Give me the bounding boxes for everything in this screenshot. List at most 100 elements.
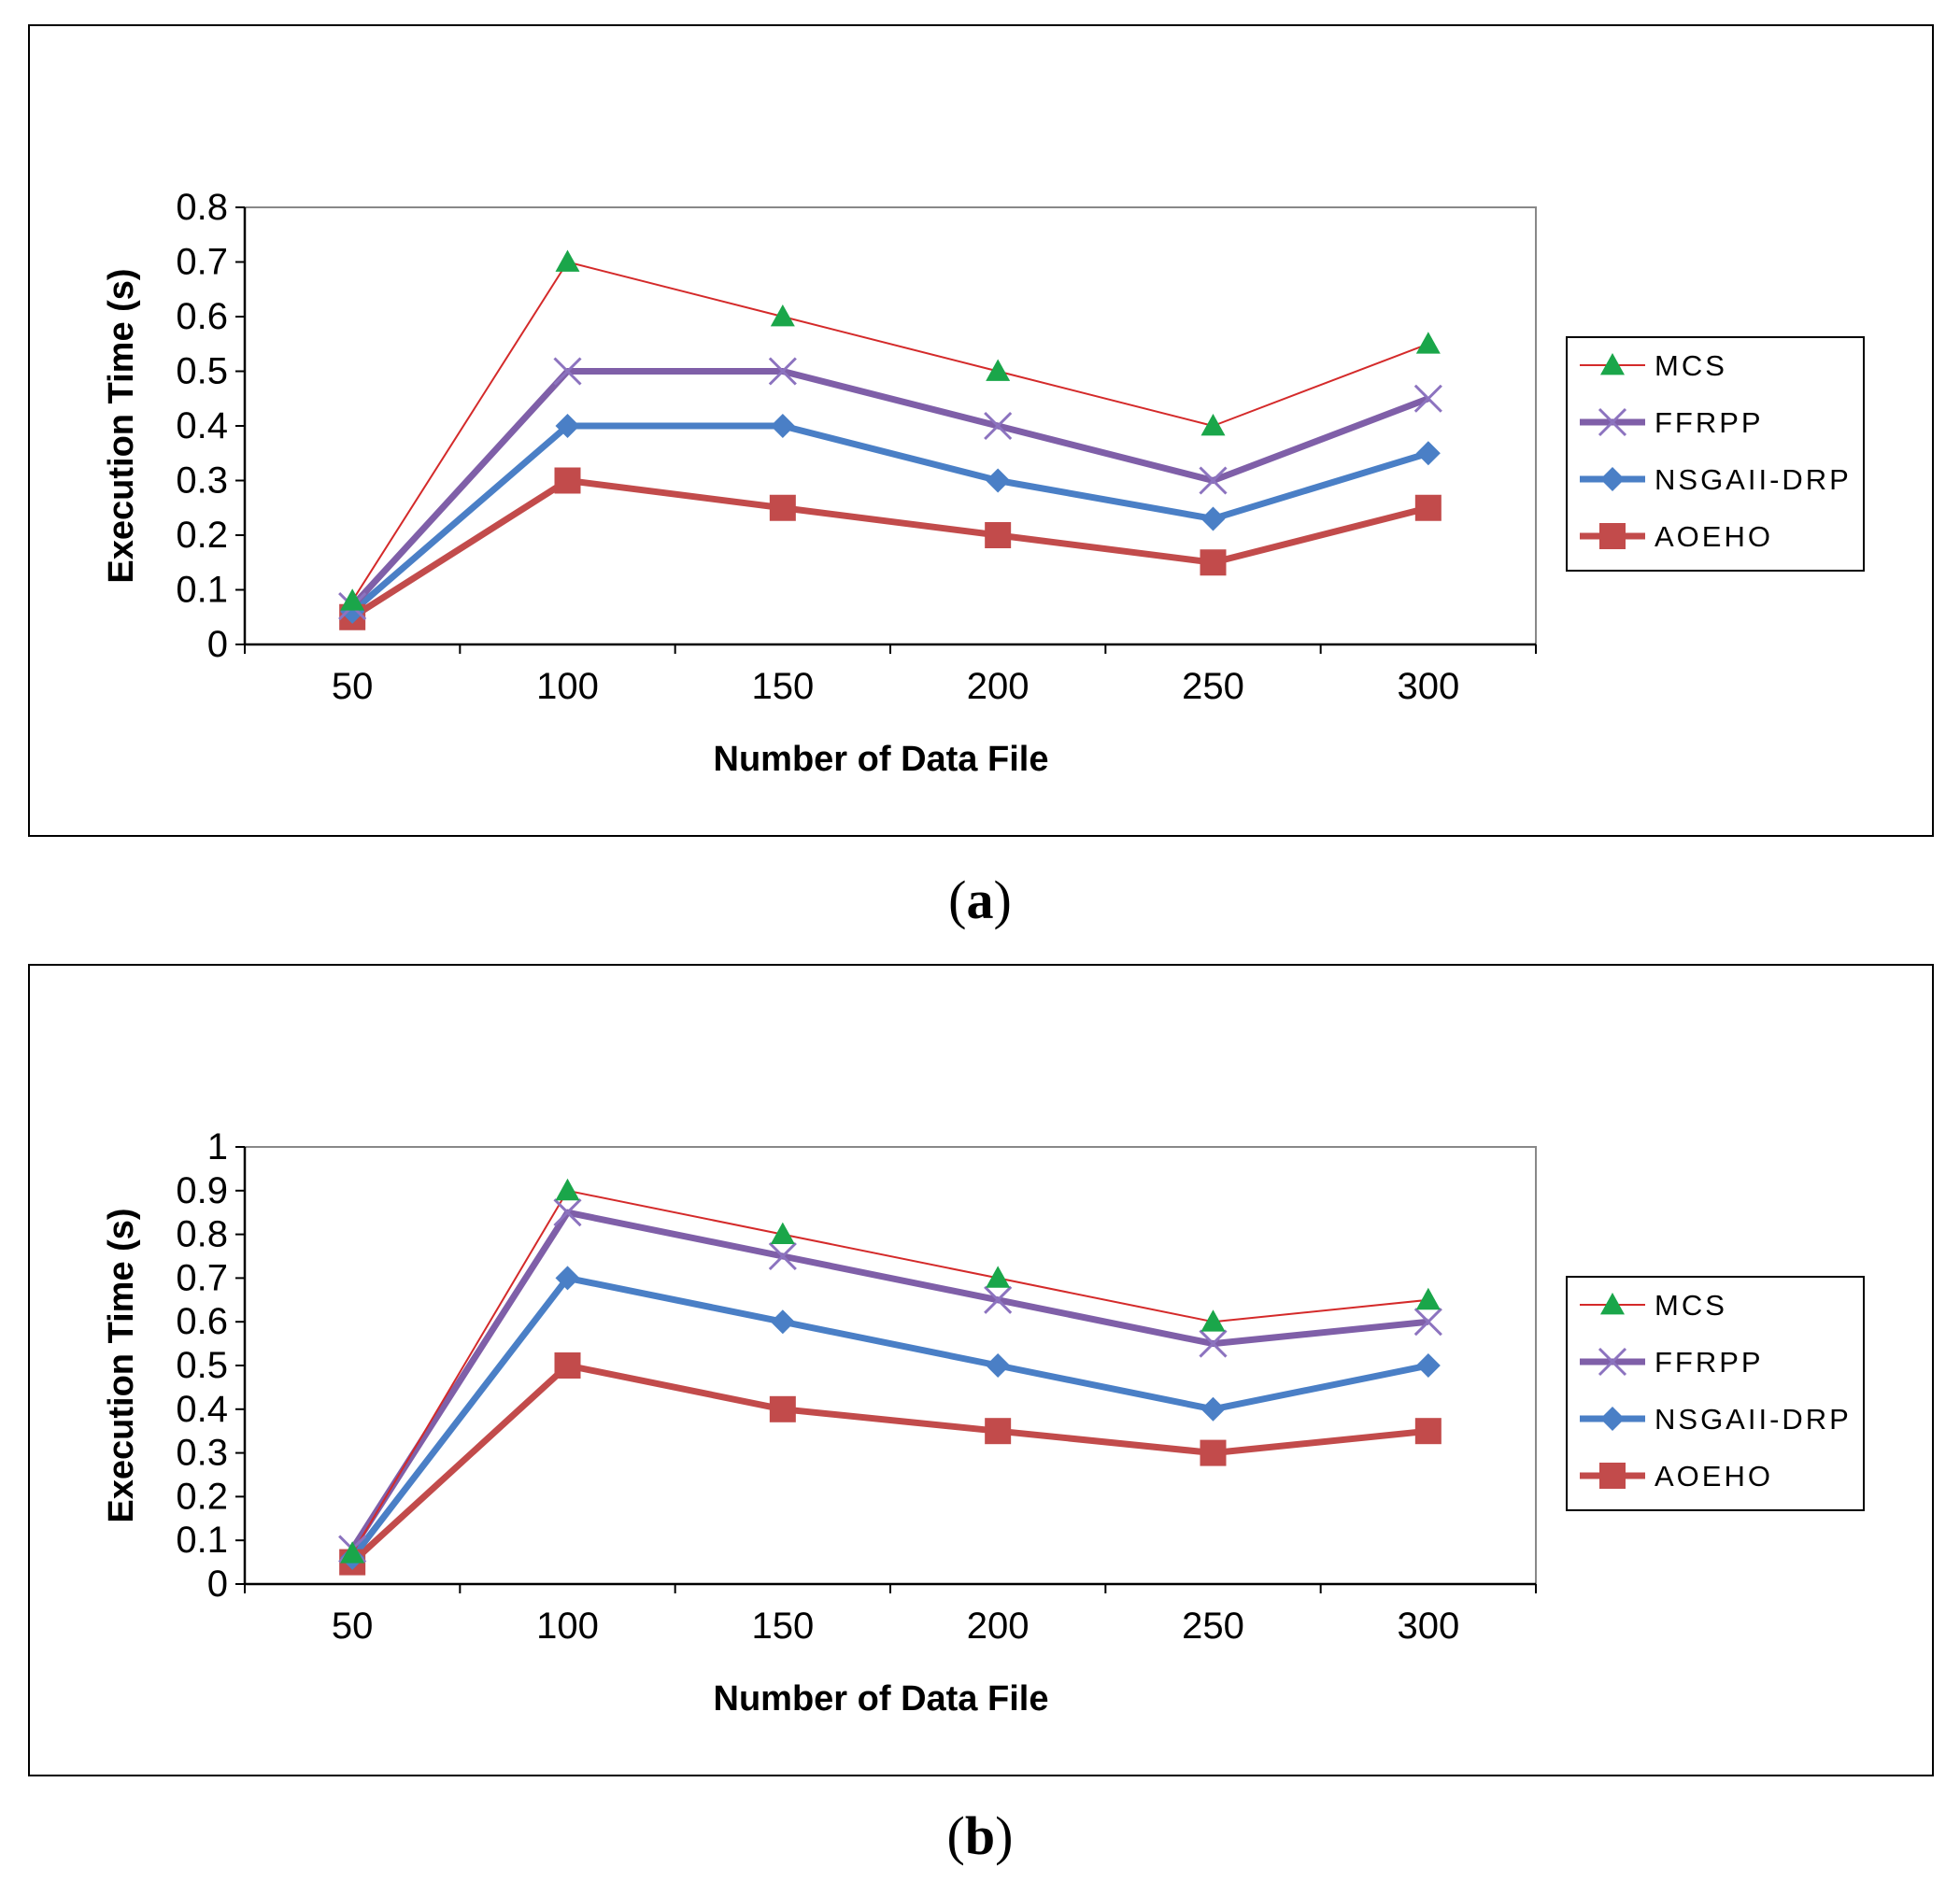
y-tick-label: 0.1	[176, 570, 228, 611]
line-aoeho	[349, 1362, 1429, 1565]
series-aoeho	[350, 477, 1429, 620]
point-ffrpp-100	[553, 1198, 582, 1227]
chart-panel-b: 0 0.1 0.2 0.3 0.4 0.5 0.6 0.7 0.8 0.9 1 50 100 150 200…	[28, 964, 1934, 1776]
point-aoeho-100	[554, 1352, 581, 1379]
legend-box	[1566, 336, 1865, 572]
point-aoeho-150	[769, 494, 796, 521]
y-tick-label: 0.3	[176, 460, 228, 502]
point-mcs-100	[555, 1178, 580, 1201]
series-aoeho	[349, 1362, 1429, 1565]
legend-label: NSGAII-DRP	[1655, 1403, 1852, 1436]
y-tick-label: 0.7	[176, 242, 228, 283]
point-nsgaii-drp-100	[555, 414, 580, 438]
legend: MCS FFRPP NSGAII-DRP AOEHO	[1566, 1276, 1865, 1511]
legend-swatch-marker	[1599, 1463, 1626, 1489]
legend-item-nsgaii-drp: NSGAII-DRP	[1580, 463, 1849, 496]
legend-item-mcs: MCS	[1580, 1289, 1725, 1322]
legend-label: MCS	[1655, 349, 1727, 382]
caption-b-label: b	[964, 1805, 996, 1866]
point-mcs-200	[986, 359, 1011, 381]
legend-swatch-marker	[1600, 353, 1625, 375]
legend-label: FFRPP	[1655, 1346, 1764, 1379]
point-nsgaii-drp-150	[770, 1309, 795, 1335]
series-ffrpp	[349, 368, 1430, 609]
legend: MCS FFRPP NSGAII-DRP AOEHO	[1566, 336, 1865, 572]
point-mcs-200	[986, 1266, 1011, 1288]
legend-item-ffrpp: FFRPP	[1580, 406, 1764, 439]
caption-a: (a)	[948, 870, 1012, 930]
x-tick-label: 100	[536, 666, 599, 707]
point-aoeho-250	[1200, 549, 1227, 576]
y-tick-label: 0	[207, 624, 228, 665]
legend-item-mcs: MCS	[1580, 349, 1727, 382]
line-nsgaii-drp	[349, 422, 1429, 615]
legend-swatch-marker	[1598, 407, 1627, 437]
y-axis-title: Execution Time (s)	[102, 268, 141, 583]
point-aoeho-200	[985, 522, 1012, 548]
point-aoeho-300	[1414, 1418, 1442, 1445]
legend-swatch-marker	[1600, 1407, 1625, 1431]
y-tick-label: 0.7	[176, 1257, 228, 1298]
point-mcs-300	[1415, 1287, 1441, 1310]
line-mcs	[351, 261, 1429, 601]
point-ffrpp-250	[1199, 466, 1228, 495]
legend-label: AOEHO	[1655, 520, 1773, 553]
series-mcs	[351, 261, 1429, 601]
plot-area	[244, 1146, 1537, 1585]
x-tick-label: 300	[1397, 1606, 1459, 1647]
chart-panel-a: 0 0.1 0.2 0.3 0.4 0.5 0.6 0.7 0.8 50 100 150 200 250 3…	[28, 24, 1934, 837]
point-ffrpp-150	[768, 357, 797, 386]
line-nsgaii-drp	[349, 1274, 1429, 1561]
y-tick-label: 0.8	[176, 1214, 228, 1255]
y-tick-label: 0.2	[176, 515, 228, 556]
legend-item-ffrpp: FFRPP	[1580, 1346, 1764, 1379]
line-ffrpp	[349, 368, 1430, 609]
point-nsgaii-drp-150	[770, 414, 795, 438]
x-tick-label: 150	[751, 1606, 814, 1647]
point-ffrpp-100	[553, 357, 582, 386]
line-mcs	[351, 1189, 1428, 1554]
y-tick-label: 0.8	[176, 187, 228, 228]
x-tick-label: 250	[1182, 666, 1244, 707]
y-tick-label: 0.4	[176, 1389, 228, 1430]
point-nsgaii-drp-250	[1200, 1396, 1226, 1422]
chart-a: 0 0.1 0.2 0.3 0.4 0.5 0.6 0.7 0.8 50 100 150 200 250 3…	[102, 187, 1865, 779]
legend-label: FFRPP	[1655, 406, 1764, 439]
legend-swatch-marker	[1600, 467, 1625, 491]
x-tick-label: 50	[332, 666, 374, 707]
series-nsgaii-drp	[349, 1274, 1429, 1561]
legend-swatch-marker	[1600, 1293, 1625, 1315]
point-mcs-300	[1415, 332, 1441, 354]
point-mcs-50	[340, 588, 365, 611]
caption-b: (b)	[946, 1805, 1014, 1866]
point-mcs-250	[1200, 414, 1226, 436]
x-tick-label: 200	[967, 1606, 1030, 1647]
y-tick-label: 0.4	[176, 405, 228, 446]
line-ffrpp	[349, 1209, 1429, 1551]
x-tick-label: 150	[751, 666, 814, 707]
point-nsgaii-drp-250	[1200, 506, 1226, 531]
line-aoeho	[350, 477, 1429, 620]
x-axis-title: Number of Data File	[714, 740, 1049, 779]
point-nsgaii-drp-300	[1415, 441, 1441, 466]
x-tick-label: 200	[967, 666, 1030, 707]
point-nsgaii-drp-300	[1415, 1353, 1441, 1378]
legend-swatch-marker	[1598, 1347, 1627, 1377]
y-tick-label: 0.3	[176, 1433, 228, 1474]
y-tick-label: 0.6	[176, 1301, 228, 1342]
legend-label: AOEHO	[1655, 1460, 1773, 1493]
point-aoeho-100	[554, 467, 581, 494]
point-mcs-50	[340, 1541, 365, 1563]
series-nsgaii-drp	[349, 422, 1429, 615]
y-tick-label: 0.2	[176, 1476, 228, 1517]
point-mcs-100	[555, 249, 580, 272]
point-aoeho-250	[1200, 1439, 1227, 1466]
point-mcs-250	[1200, 1309, 1226, 1332]
caption-a-label: a	[966, 870, 994, 930]
point-ffrpp-200	[984, 1285, 1013, 1314]
y-tick-label: 0	[207, 1563, 228, 1605]
point-ffrpp-250	[1199, 1329, 1228, 1358]
y-tick-label: 0.1	[176, 1520, 228, 1561]
point-ffrpp-300	[1413, 1308, 1442, 1337]
